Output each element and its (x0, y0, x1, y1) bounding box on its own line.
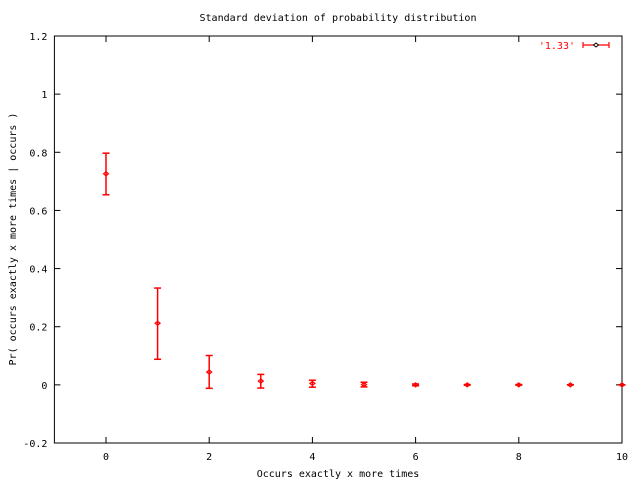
x-tick-label: 10 (616, 452, 628, 463)
x-tick-label: 8 (516, 452, 522, 463)
data-point (360, 381, 368, 388)
data-point (205, 369, 213, 375)
plot-border (53, 35, 623, 444)
y-tick-label: 0.4 (29, 265, 47, 276)
data-point (257, 378, 265, 384)
legend-label: '1.33' (539, 41, 575, 52)
y-tick-label: 0.8 (29, 148, 47, 159)
data-point (308, 380, 316, 387)
data-point (412, 382, 420, 388)
data-point (618, 382, 626, 388)
y-tick-label: 0.2 (29, 323, 47, 334)
legend: '1.33' (539, 41, 610, 52)
data-point (463, 382, 471, 388)
y-tick-label: 1 (41, 90, 47, 101)
y-tick-label: -0.2 (23, 439, 47, 450)
x-tick-label: 0 (103, 452, 109, 463)
chart-title: Standard deviation of probability distri… (200, 13, 477, 24)
y-tick-label: 1.2 (29, 32, 47, 43)
x-tick-label: 4 (309, 452, 315, 463)
x-tick-label: 2 (206, 452, 212, 463)
x-axis-label: Occurs exactly x more times (257, 469, 420, 480)
y-tick-label: 0 (41, 381, 47, 392)
y-axis-label: Pr( occurs exactly x more times | occurs… (8, 113, 19, 366)
data-point (566, 382, 574, 388)
data-point (154, 320, 162, 326)
legend-sample-point (592, 42, 600, 48)
y-tick-label: 0.6 (29, 206, 47, 217)
x-tick-label: 6 (413, 452, 419, 463)
data-point (515, 382, 523, 388)
data-point (102, 171, 110, 177)
